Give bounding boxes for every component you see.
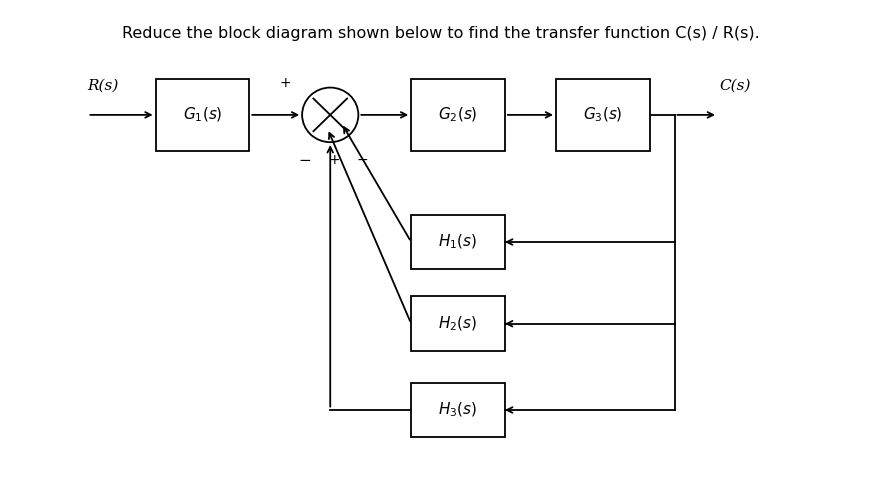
Bar bbox=[155, 78, 250, 151]
Bar bbox=[556, 78, 650, 151]
Text: R(s): R(s) bbox=[87, 78, 119, 92]
Text: Reduce the block diagram shown below to find the transfer function C(s) / R(s).: Reduce the block diagram shown below to … bbox=[122, 26, 760, 41]
Text: −: − bbox=[357, 153, 369, 167]
Text: +: + bbox=[329, 153, 340, 167]
Ellipse shape bbox=[303, 88, 358, 142]
Text: $G_1(s)$: $G_1(s)$ bbox=[183, 106, 222, 124]
Text: $G_2(s)$: $G_2(s)$ bbox=[438, 106, 478, 124]
Bar bbox=[411, 215, 505, 269]
Bar bbox=[411, 297, 505, 351]
Text: −: − bbox=[298, 153, 311, 168]
Text: $H_3(s)$: $H_3(s)$ bbox=[438, 401, 478, 419]
Bar bbox=[411, 383, 505, 437]
Text: C(s): C(s) bbox=[719, 78, 751, 92]
Bar bbox=[411, 78, 505, 151]
Text: $H_2(s)$: $H_2(s)$ bbox=[438, 315, 478, 333]
Text: $G_3(s)$: $G_3(s)$ bbox=[583, 106, 623, 124]
Text: $H_1(s)$: $H_1(s)$ bbox=[438, 233, 478, 251]
Text: +: + bbox=[280, 76, 291, 90]
